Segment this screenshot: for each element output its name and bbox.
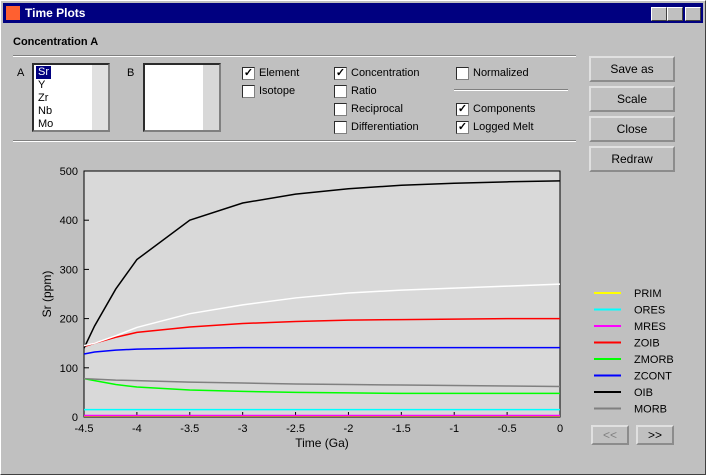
x-tick-label: -2 (344, 423, 354, 435)
close-window-button[interactable] (685, 7, 701, 21)
checkbox[interactable] (334, 85, 347, 98)
series-line (83, 377, 560, 395)
y-tick-label: 500 (60, 166, 78, 178)
x-axis-label: Time (Ga) (295, 436, 349, 450)
x-tick-label: -2.5 (286, 423, 305, 435)
series-line (83, 180, 561, 349)
x-tick-label: -4 (132, 423, 142, 435)
x-tick-label: -3.5 (180, 423, 199, 435)
checkbox-label[interactable]: Ratio (351, 85, 377, 97)
legend-label: ORES (634, 305, 665, 317)
window-title: Time Plots (25, 6, 86, 20)
checkbox[interactable]: ✓ (334, 67, 347, 80)
legend-label: ZOIB (634, 338, 660, 350)
series-line (83, 283, 561, 347)
list-b[interactable] (143, 63, 221, 132)
checkbox-label[interactable]: Isotope (259, 85, 296, 97)
y-tick-label: 200 (60, 314, 78, 326)
button[interactable]: Redraw (589, 146, 675, 172)
list-item[interactable]: Sr (36, 66, 51, 79)
y-tick-label: 300 (60, 264, 78, 276)
checkbox-label[interactable]: Element (259, 67, 300, 79)
scrollbar[interactable] (92, 65, 108, 130)
checkbox[interactable]: ✓ (242, 67, 255, 80)
plot-area (83, 170, 561, 418)
scrollbar (203, 65, 219, 130)
checkbox[interactable] (456, 67, 469, 80)
legend-label: MORB (634, 404, 667, 416)
checkbox[interactable]: ✓ (456, 121, 469, 134)
separator (13, 55, 576, 57)
checkbox[interactable]: ✓ (456, 103, 469, 116)
list-label: A (17, 67, 25, 79)
title-bar: Time Plots (3, 3, 703, 23)
checkbox-label[interactable]: Logged Melt (473, 121, 534, 133)
legend-label: ZMORB (634, 354, 674, 366)
checkbox-label[interactable]: Concentration (351, 67, 420, 79)
checkbox[interactable] (242, 85, 255, 98)
y-tick-label: 400 (60, 215, 78, 227)
list-a[interactable]: Sr Y Zr Nb Mo (32, 63, 110, 132)
x-tick-label: -3 (238, 423, 248, 435)
separator (454, 89, 568, 91)
x-tick-label: -0.5 (498, 423, 517, 435)
separator (13, 140, 576, 142)
list-label: B (127, 67, 135, 79)
app-icon (6, 6, 20, 20)
maximize-button[interactable] (667, 7, 683, 21)
legend-label: OIB (634, 387, 653, 399)
x-tick-label: -1 (449, 423, 459, 435)
series-line (83, 317, 560, 348)
checkbox[interactable] (334, 103, 347, 116)
legend-label: MRES (634, 321, 666, 333)
button[interactable]: Save as (589, 56, 675, 82)
button[interactable]: Close (589, 116, 675, 142)
legend-label: PRIM (634, 288, 662, 300)
y-tick-label: 0 (72, 412, 78, 424)
y-tick-label: 100 (60, 363, 78, 375)
list-item[interactable]: Nb (38, 105, 53, 117)
series-line (83, 377, 561, 388)
list-item[interactable]: Y (38, 79, 46, 91)
minimize-button[interactable] (651, 7, 667, 21)
checkbox-label[interactable]: Components (473, 103, 536, 115)
legend-label: ZCONT (634, 371, 672, 383)
checkbox-label[interactable]: Reciprocal (351, 103, 403, 115)
nav-button[interactable]: >> (636, 425, 674, 445)
panel-title: Concentration A (13, 36, 99, 48)
x-tick-label: -4.5 (75, 423, 94, 435)
list-item[interactable]: Mo (38, 118, 54, 130)
nav-button[interactable]: << (591, 425, 629, 445)
checkbox-label[interactable]: Normalized (473, 67, 529, 79)
y-axis-label: Sr (ppm) (40, 271, 54, 318)
button[interactable]: Scale (589, 86, 675, 112)
checkbox-label[interactable]: Differentiation (351, 121, 419, 133)
checkbox[interactable] (334, 121, 347, 134)
series-line (83, 346, 560, 355)
x-tick-label: -1.5 (392, 423, 411, 435)
list-item[interactable]: Zr (38, 92, 49, 104)
x-tick-label: 0 (557, 423, 563, 435)
